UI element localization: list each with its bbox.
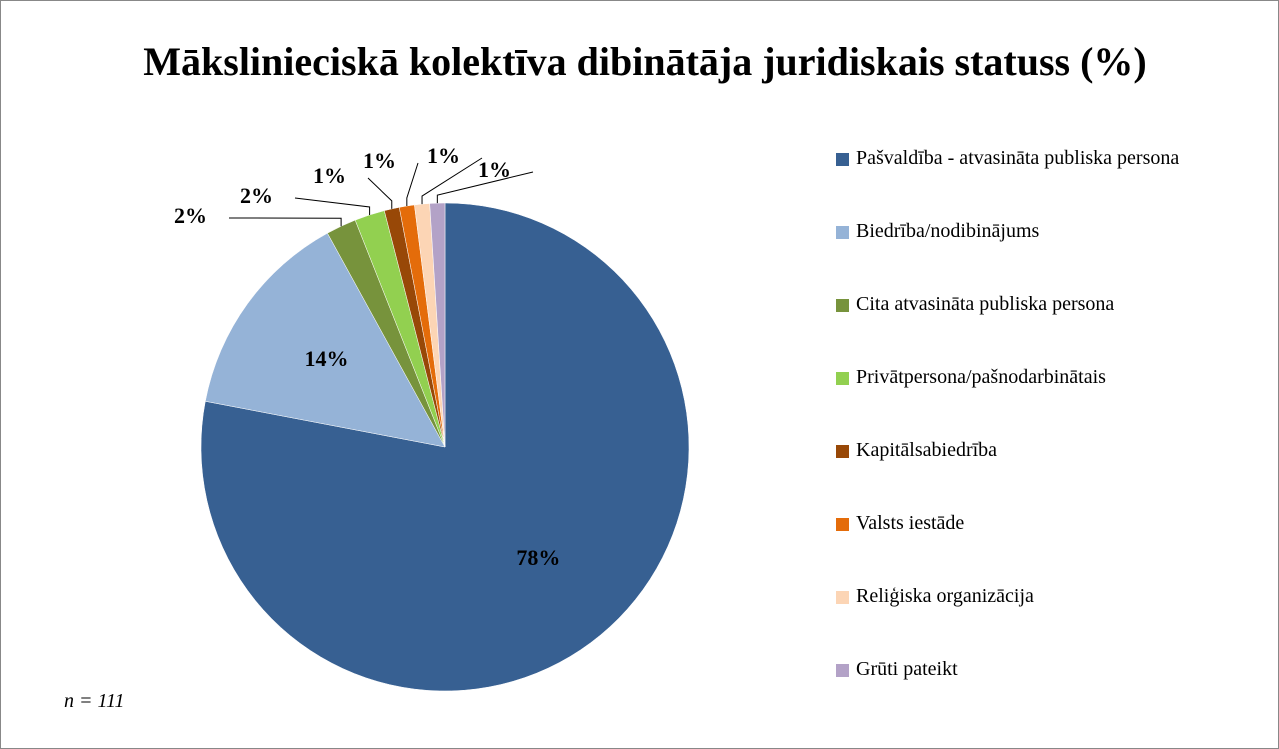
data-label: 78% [516, 545, 560, 570]
legend-label: Privātpersona/pašnodarbinātais [856, 366, 1106, 388]
legend-item: Biedrība/nodibinājums [832, 217, 1252, 290]
legend-item: Cita atvasināta publiska persona [832, 290, 1252, 363]
legend-item: Reliģiska organizācija [832, 582, 1252, 655]
pie-slice [205, 232, 446, 448]
legend-label: Cita atvasināta publiska persona [856, 293, 1115, 315]
data-label: 2% [174, 203, 207, 228]
legend-label: Valsts iestāde [856, 512, 965, 534]
legend-swatch [836, 518, 849, 531]
legend-swatch [836, 591, 849, 604]
legend-swatch [836, 664, 849, 677]
data-label: 1% [478, 157, 511, 182]
data-label: 2% [240, 183, 273, 208]
annotation: n = 111 [64, 690, 125, 712]
legend-swatch [836, 445, 849, 458]
data-label: 1% [313, 163, 346, 188]
chart-title: Mākslinieciskā kolektīva dibinātāja juri… [143, 39, 1147, 84]
leader-line [421, 157, 483, 205]
legend-item: Kapitālsabiedrība [832, 436, 1252, 509]
data-label: 1% [363, 148, 396, 173]
legend-swatch [836, 226, 849, 239]
leader-line [436, 171, 534, 204]
data-label: 1% [427, 143, 460, 168]
leader-line [294, 197, 371, 215]
legend-swatch [836, 372, 849, 385]
legend-item: Pašvaldība - atvasināta publiska persona [832, 144, 1252, 217]
legend-swatch [836, 153, 849, 166]
leader-line [367, 177, 393, 209]
legend-label: Kapitālsabiedrība [856, 439, 998, 461]
legend-item: Privātpersona/pašnodarbinātais [832, 363, 1252, 436]
leader-line [406, 162, 419, 207]
legend: Pašvaldība - atvasināta publiska persona… [832, 144, 1252, 728]
data-label: 14% [305, 346, 349, 371]
leader-line [228, 217, 342, 227]
legend-label: Reliģiska organizācija [856, 585, 1034, 607]
legend-label: Grūti pateikt [856, 658, 958, 680]
legend-swatch [836, 299, 849, 312]
legend-label: Biedrība/nodibinājums [856, 220, 1040, 242]
legend-label: Pašvaldība - atvasināta publiska persona [856, 147, 1180, 169]
legend-item: Valsts iestāde [832, 509, 1252, 582]
legend-item: Grūti pateikt [832, 655, 1252, 728]
